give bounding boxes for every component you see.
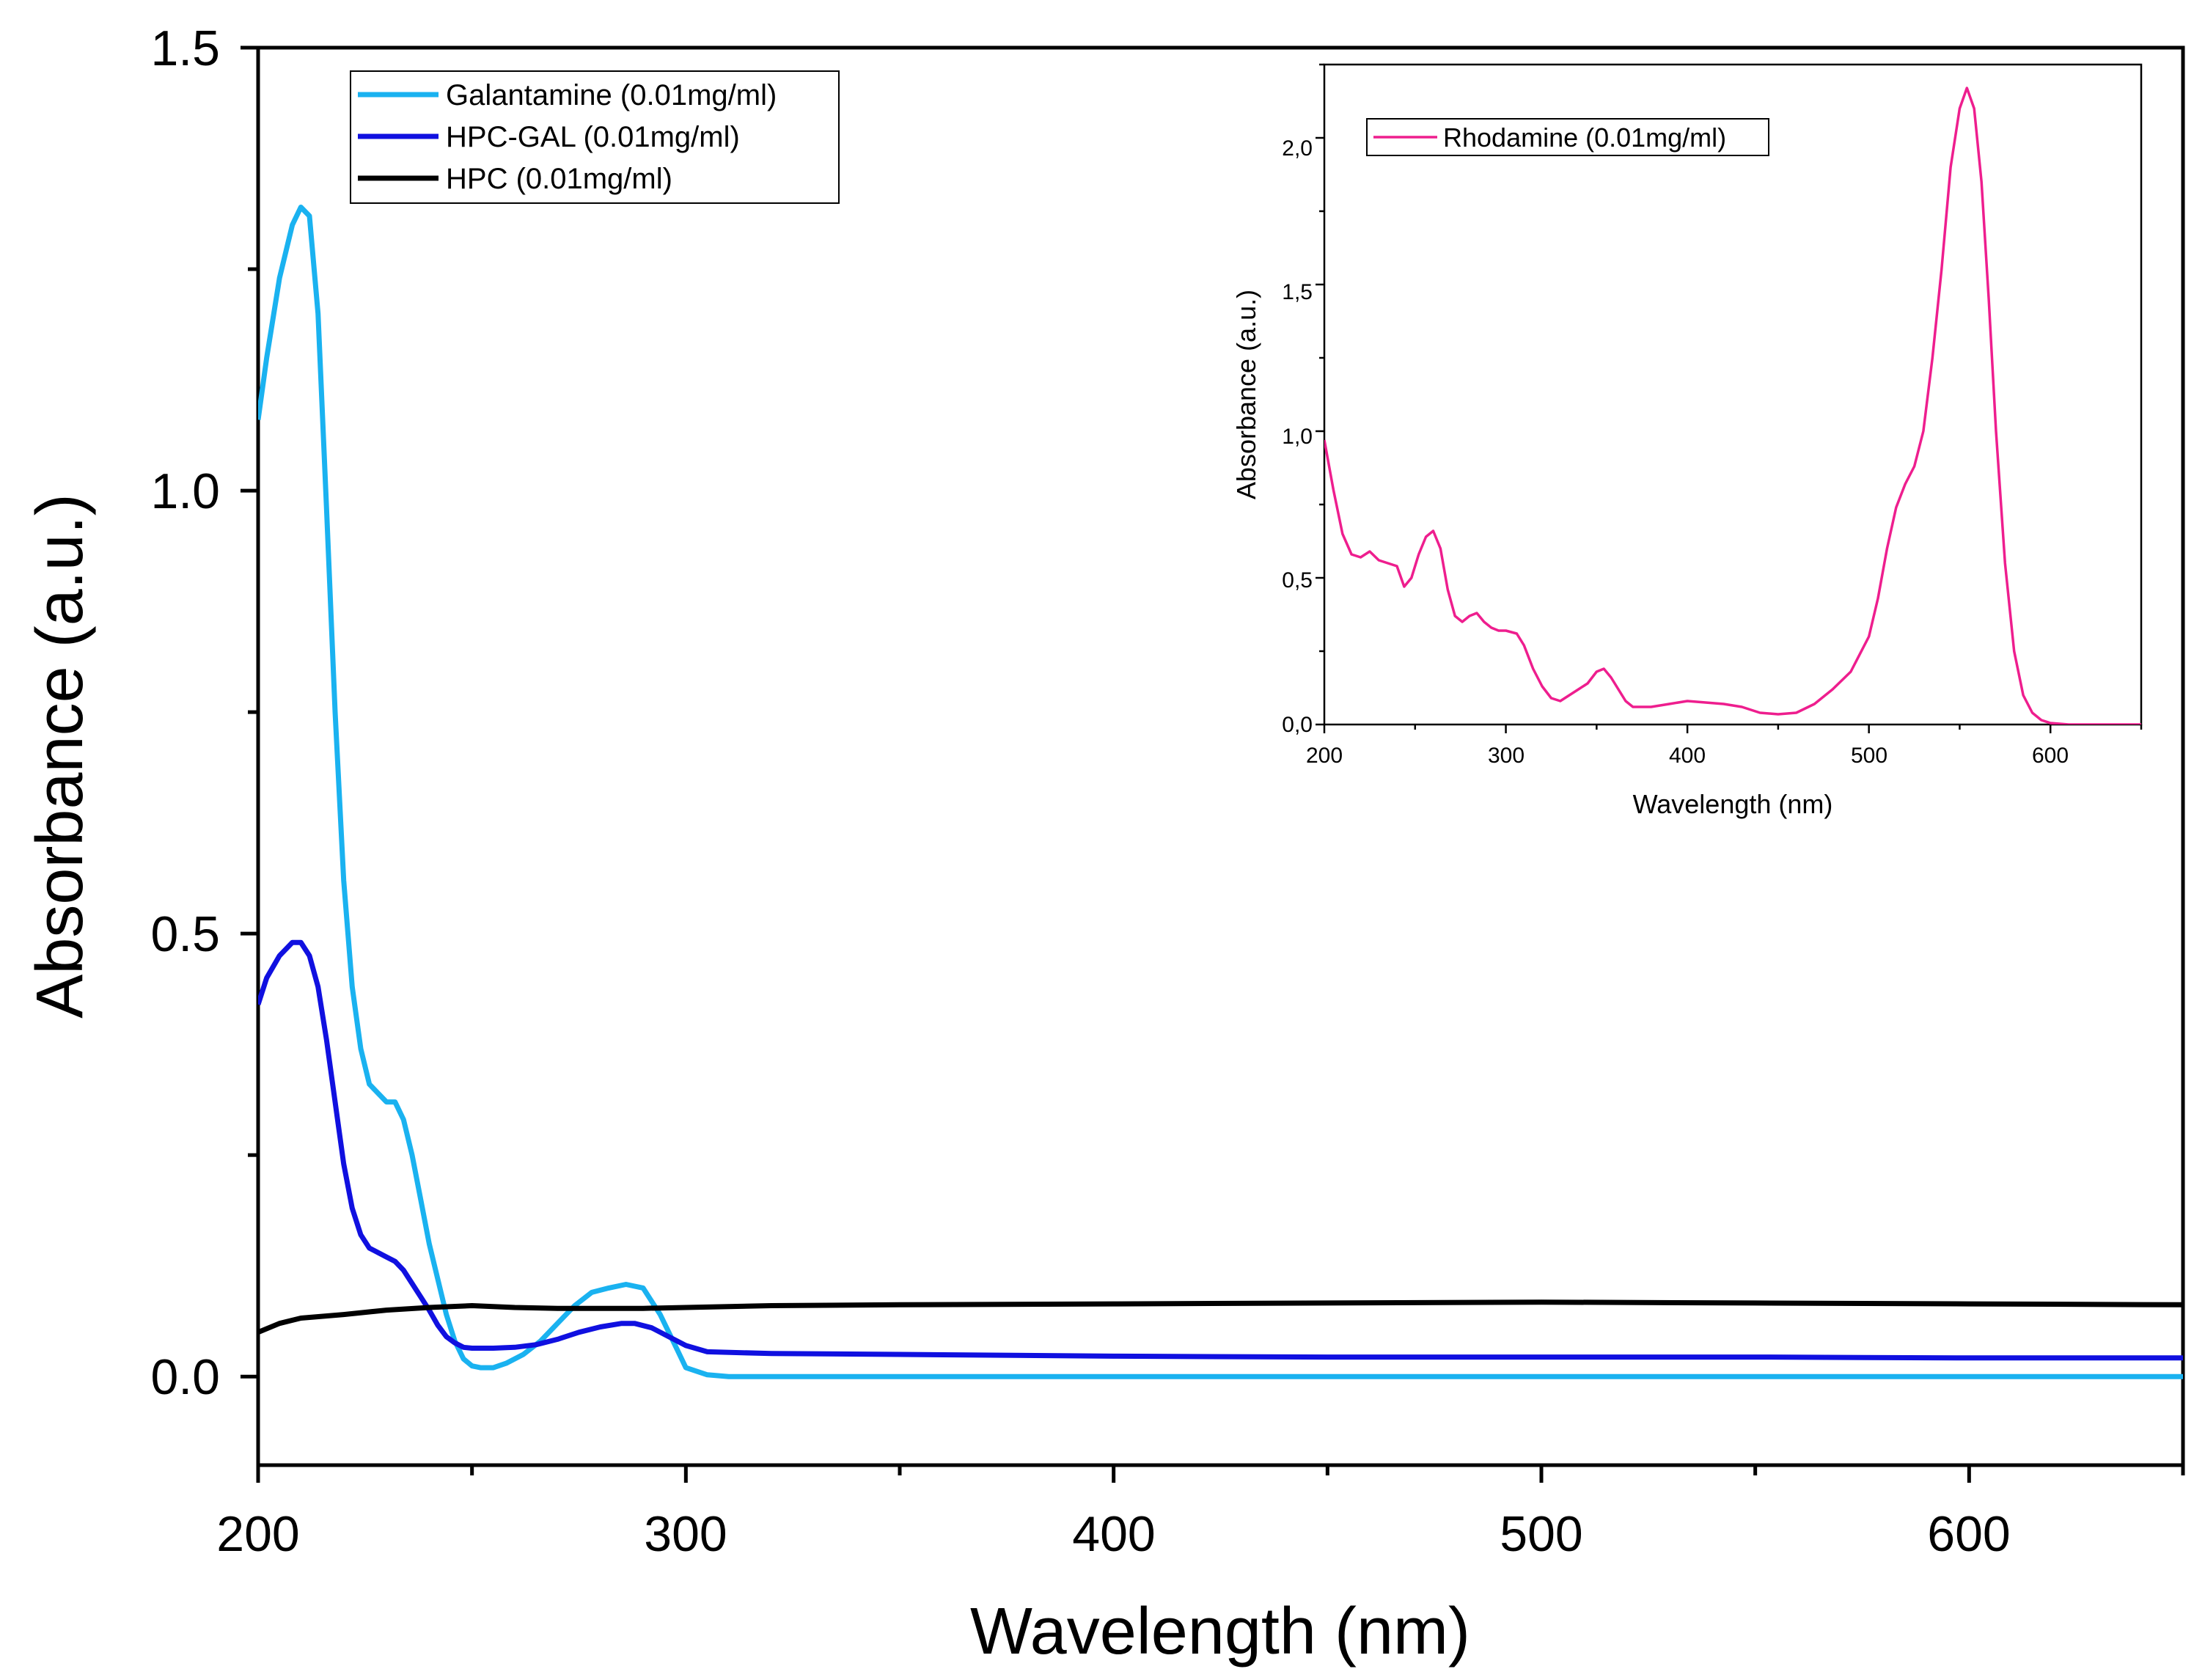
main-ytick-label: 0.0 xyxy=(150,1349,220,1405)
main-ytick-label: 0.5 xyxy=(150,906,220,962)
inset-series-group xyxy=(1324,87,2141,725)
main-xtick-label: 400 xyxy=(1072,1506,1155,1562)
main-tick-labels: 200 300 400 500 600 0.0 0.5 1.0 1.5 xyxy=(150,21,2010,1562)
inset-y-axis-title: Absorbance (a.u.) xyxy=(1231,290,1261,499)
series-line-hpc xyxy=(258,1299,2183,1335)
main-xtick-label: 200 xyxy=(216,1506,299,1562)
main-ytick-label: 1.0 xyxy=(150,463,220,519)
series-line-rhodamine xyxy=(1324,87,2141,725)
main-ticks xyxy=(241,45,2185,1483)
inset-ytick-label: 1,0 xyxy=(1282,425,1313,449)
inset-xtick-label: 200 xyxy=(1306,744,1343,768)
main-legend: Galantamine (0.01mg/ml) HPC-GAL (0.01mg/… xyxy=(350,70,840,204)
inset-legend: Rhodamine (0.01mg/ml) xyxy=(1366,118,1769,156)
main-xtick-label: 500 xyxy=(1500,1506,1582,1562)
inset-ytick-label: 0,0 xyxy=(1282,713,1313,737)
main-xtick-label: 600 xyxy=(1927,1506,2010,1562)
main-ytick-label: 1.5 xyxy=(150,21,220,76)
main-x-axis-title: Wavelength (nm) xyxy=(970,1595,1470,1668)
legend-label-galantamine: Galantamine (0.01mg/ml) xyxy=(446,79,777,111)
inset-xtick-label: 500 xyxy=(1851,744,1887,768)
series-line-hpc-gal xyxy=(258,939,2183,1361)
main-xtick-label: 300 xyxy=(644,1506,727,1562)
inset-x-axis-title: Wavelength (nm) xyxy=(1633,789,1833,819)
series-line-galantamine xyxy=(258,205,2183,1379)
main-y-axis-title: Absorbance (a.u.) xyxy=(23,494,97,1018)
inset-tick-labels: 200 300 400 500 600 0,0 0,5 1,0 1,5 2,0 xyxy=(1282,136,2069,768)
inset-plot-frame xyxy=(1323,63,2143,726)
main-series-group xyxy=(258,205,2183,1379)
inset-xtick-label: 600 xyxy=(2032,744,2069,768)
main-chart: 200 300 400 500 600 0.0 0.5 1.0 1.5 Wave… xyxy=(23,21,2185,1668)
inset-ytick-label: 1,5 xyxy=(1282,280,1313,304)
legend-label-rhodamine: Rhodamine (0.01mg/ml) xyxy=(1443,122,1726,153)
inset-ytick-label: 0,5 xyxy=(1282,568,1313,593)
inset-xtick-label: 400 xyxy=(1669,744,1706,768)
legend-label-hpc-gal: HPC-GAL (0.01mg/ml) xyxy=(446,121,740,153)
inset-ticks xyxy=(1316,63,2143,733)
legend-label-hpc: HPC (0.01mg/ml) xyxy=(446,163,672,195)
inset-ytick-label: 2,0 xyxy=(1282,136,1313,161)
inset-xtick-label: 300 xyxy=(1488,744,1525,768)
inset-chart: 200 300 400 500 600 0,0 0,5 1,0 1,5 2,0 … xyxy=(1231,63,2143,819)
main-plot-frame xyxy=(256,45,2185,1467)
